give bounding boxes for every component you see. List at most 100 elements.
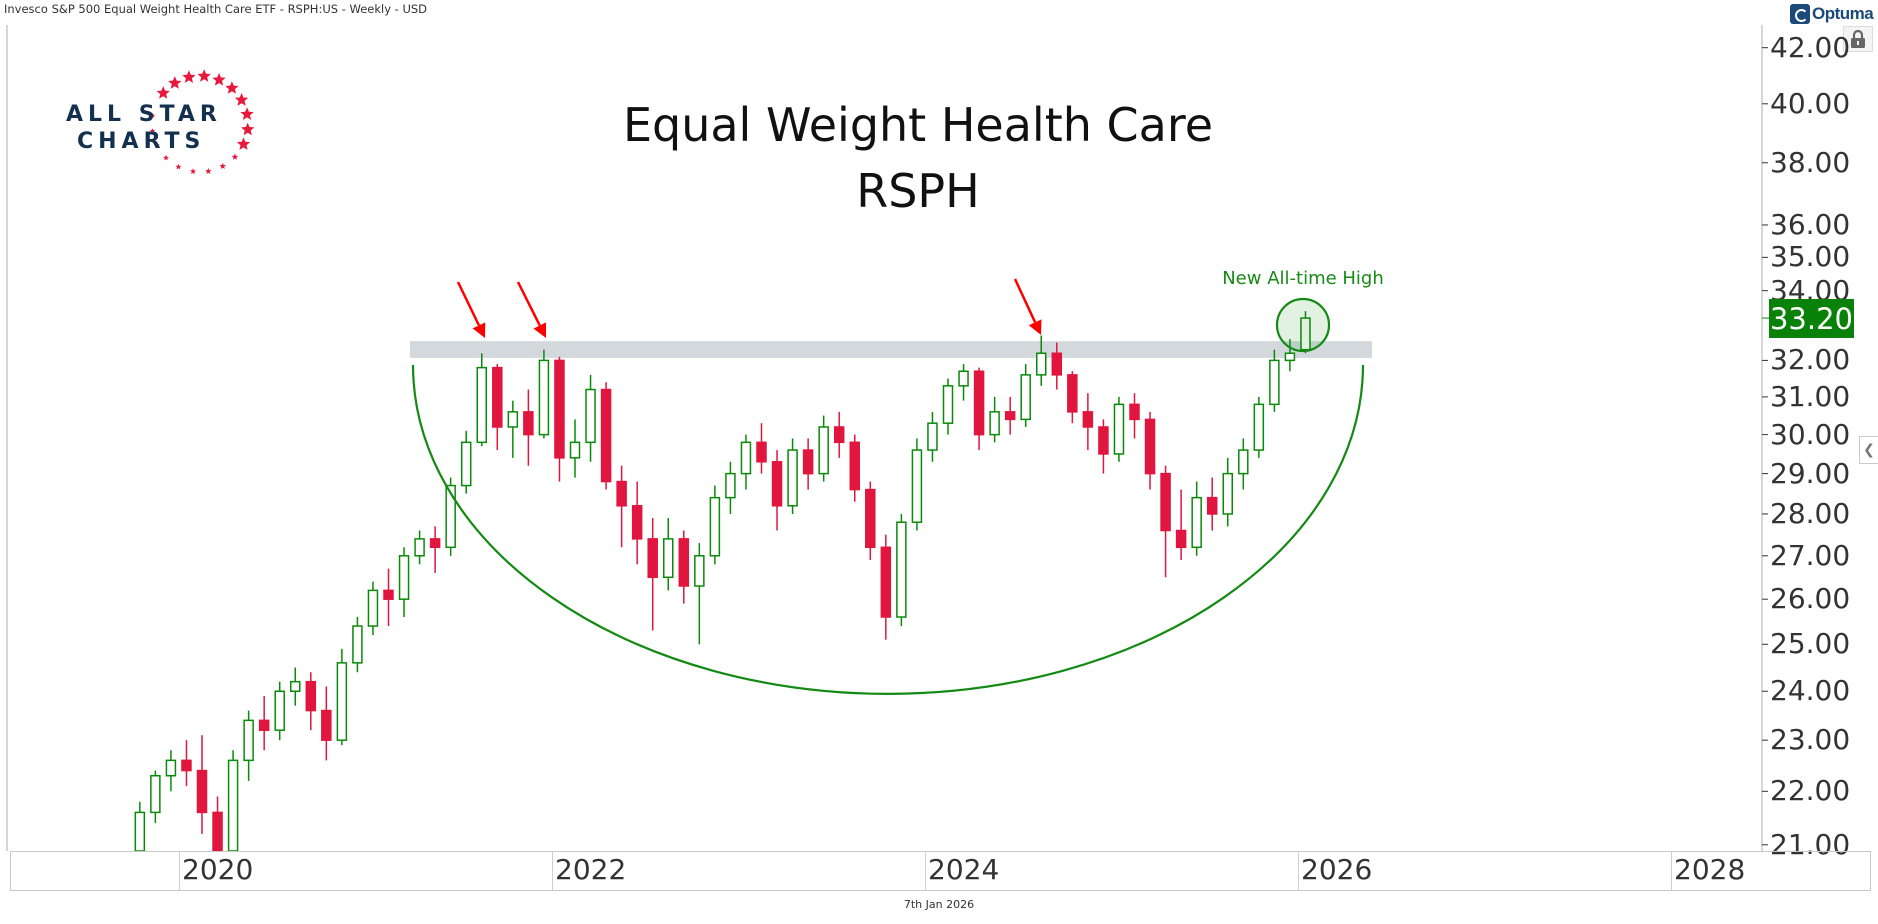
rounding-bottom-arc bbox=[411, 364, 1365, 696]
y-tick-label: 30.00 bbox=[1770, 417, 1851, 451]
candle-body bbox=[880, 546, 892, 618]
candle-body bbox=[538, 359, 550, 436]
candle-body bbox=[865, 488, 876, 549]
candle-body bbox=[476, 366, 488, 444]
candle-body bbox=[569, 441, 581, 459]
logo-star-icon bbox=[236, 137, 251, 150]
candle-body bbox=[740, 441, 752, 475]
candle-body bbox=[911, 449, 923, 523]
candle-body bbox=[1253, 403, 1265, 451]
candle-body bbox=[1191, 496, 1202, 549]
candle-body bbox=[663, 538, 674, 579]
candle-body bbox=[989, 411, 1000, 436]
candle-body bbox=[802, 449, 814, 475]
logo-star-icon bbox=[240, 107, 254, 120]
logo-star-icon bbox=[212, 72, 226, 86]
candle-body bbox=[1082, 411, 1094, 428]
candle-body bbox=[1020, 374, 1031, 421]
x-axis-divider bbox=[1298, 851, 1299, 891]
candle-body bbox=[1160, 472, 1171, 532]
candle-body bbox=[150, 774, 161, 814]
candle-body bbox=[647, 538, 658, 579]
candle-body bbox=[1144, 418, 1156, 475]
logo-star-icon bbox=[168, 76, 182, 89]
chart-date: 7th Jan 2026 bbox=[903, 898, 975, 911]
logo-star-icon bbox=[197, 69, 211, 82]
candle-body bbox=[927, 422, 938, 451]
y-tick-label: 26.00 bbox=[1770, 582, 1851, 616]
candle-body bbox=[973, 370, 985, 436]
x-tick-label: 2024 bbox=[928, 853, 1000, 886]
x-tick-label: 2022 bbox=[555, 853, 627, 886]
y-tick-label: 23.00 bbox=[1770, 723, 1851, 757]
candle-body bbox=[414, 538, 425, 557]
x-axis[interactable] bbox=[10, 851, 1871, 891]
y-tick-label: 35.00 bbox=[1770, 240, 1851, 274]
candle-body bbox=[756, 441, 767, 463]
red-arrow-head bbox=[533, 322, 546, 338]
candle-body bbox=[1067, 374, 1078, 413]
candle-body bbox=[429, 538, 441, 549]
candle-body bbox=[1036, 352, 1047, 376]
candle-body bbox=[1098, 426, 1109, 455]
candle-body bbox=[1113, 403, 1125, 455]
logo-star-icon bbox=[234, 93, 249, 106]
candle-body bbox=[709, 496, 721, 557]
x-tick-label: 2028 bbox=[1674, 853, 1746, 886]
candle-body bbox=[818, 426, 829, 475]
y-tick-label: 32.00 bbox=[1770, 343, 1851, 377]
all-time-high-annotation: New All-time High bbox=[1222, 268, 1384, 289]
candle-body bbox=[849, 441, 861, 491]
red-arrow-head bbox=[472, 322, 486, 338]
candle-body bbox=[196, 769, 208, 814]
candle-body bbox=[383, 589, 394, 600]
logo-star-icon bbox=[163, 154, 169, 161]
candle-body bbox=[305, 680, 317, 712]
candle-body bbox=[1206, 496, 1218, 515]
candle-body bbox=[1238, 449, 1249, 475]
x-axis-divider bbox=[1671, 851, 1672, 891]
resistance-band bbox=[410, 341, 1372, 358]
chevron-left-icon: ❮ bbox=[1863, 442, 1875, 458]
candle-body bbox=[631, 505, 643, 540]
candle-body bbox=[896, 521, 907, 618]
candle-body bbox=[1004, 411, 1016, 421]
candle-body bbox=[1284, 352, 1296, 362]
chart-header: Invesco S&P 500 Equal Weight Health Care… bbox=[4, 2, 428, 16]
candle-body bbox=[492, 366, 503, 428]
candle-body bbox=[725, 472, 736, 499]
logo-star-icon bbox=[190, 168, 197, 175]
collapse-panel-button[interactable]: ❮ bbox=[1859, 436, 1878, 464]
candle-body bbox=[1222, 472, 1234, 515]
candle-body bbox=[1175, 529, 1187, 549]
candle-body bbox=[678, 538, 690, 587]
red-arrow-shaft bbox=[456, 281, 481, 326]
lock-icon bbox=[1851, 30, 1865, 48]
logo-star-icon bbox=[156, 86, 170, 99]
candle-body bbox=[833, 426, 845, 444]
candle-body bbox=[352, 625, 363, 664]
logo-star-icon bbox=[205, 168, 212, 174]
optuma-logo: Optuma bbox=[1790, 3, 1874, 25]
x-axis-divider bbox=[552, 851, 553, 891]
x-tick-label: 2020 bbox=[182, 853, 254, 886]
logo-line-1: ALL STAR bbox=[66, 102, 222, 127]
candle-body bbox=[1129, 403, 1140, 421]
y-tick-label: 40.00 bbox=[1770, 86, 1851, 120]
logo-star-icon bbox=[241, 122, 255, 136]
logo-star-icon bbox=[154, 142, 160, 148]
lock-button[interactable] bbox=[1843, 26, 1873, 52]
candle-body bbox=[258, 719, 270, 731]
candle-body bbox=[771, 461, 783, 507]
candle-body bbox=[460, 441, 472, 487]
candle-body bbox=[787, 449, 798, 507]
candle-body bbox=[554, 359, 565, 459]
y-tick-label: 24.00 bbox=[1770, 674, 1851, 708]
last-price-tag: 33.20 bbox=[1769, 299, 1854, 338]
candle-body bbox=[227, 759, 239, 852]
y-tick-label: 31.00 bbox=[1770, 379, 1851, 413]
red-arrow-shaft bbox=[516, 281, 541, 327]
candle-body bbox=[445, 484, 456, 549]
logo-star-icon bbox=[219, 162, 226, 169]
chart-title: Equal Weight Health Care bbox=[622, 98, 1214, 152]
